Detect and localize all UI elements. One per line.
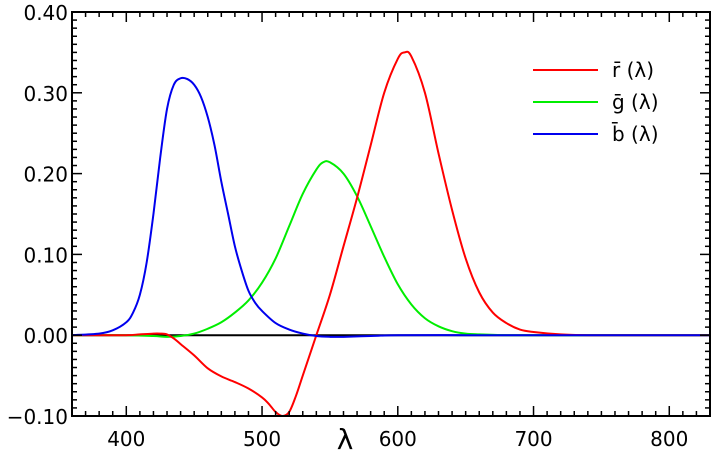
- legend-label: ḡ (λ): [612, 90, 659, 114]
- y-tick-label: 0.00: [23, 324, 68, 348]
- y-tick-label: 0.40: [23, 1, 68, 25]
- y-tick-label: 0.30: [23, 82, 68, 106]
- series-layer: [71, 50, 710, 418]
- x-axis-label: λ: [337, 423, 354, 456]
- series-line-1: [71, 160, 710, 338]
- legend-label: r̄ (λ): [612, 58, 654, 82]
- legend-label: b̄ (λ): [612, 121, 659, 146]
- y-tick-label: 0.10: [23, 243, 68, 267]
- x-tick-label: 800: [650, 427, 688, 451]
- y-tick-label: −0.10: [7, 405, 68, 429]
- plot-frame: [71, 11, 711, 417]
- x-tick-label: 600: [379, 427, 417, 451]
- x-tick-label: 500: [243, 427, 281, 451]
- series-line-0: [72, 50, 710, 418]
- x-tick-label: 400: [107, 427, 145, 451]
- series-line-2: [71, 76, 710, 338]
- x-tick-label: 700: [514, 427, 552, 451]
- y-tick-label: 0.20: [23, 163, 68, 187]
- legend: r̄ (λ) ḡ (λ) b̄ (λ): [533, 58, 659, 146]
